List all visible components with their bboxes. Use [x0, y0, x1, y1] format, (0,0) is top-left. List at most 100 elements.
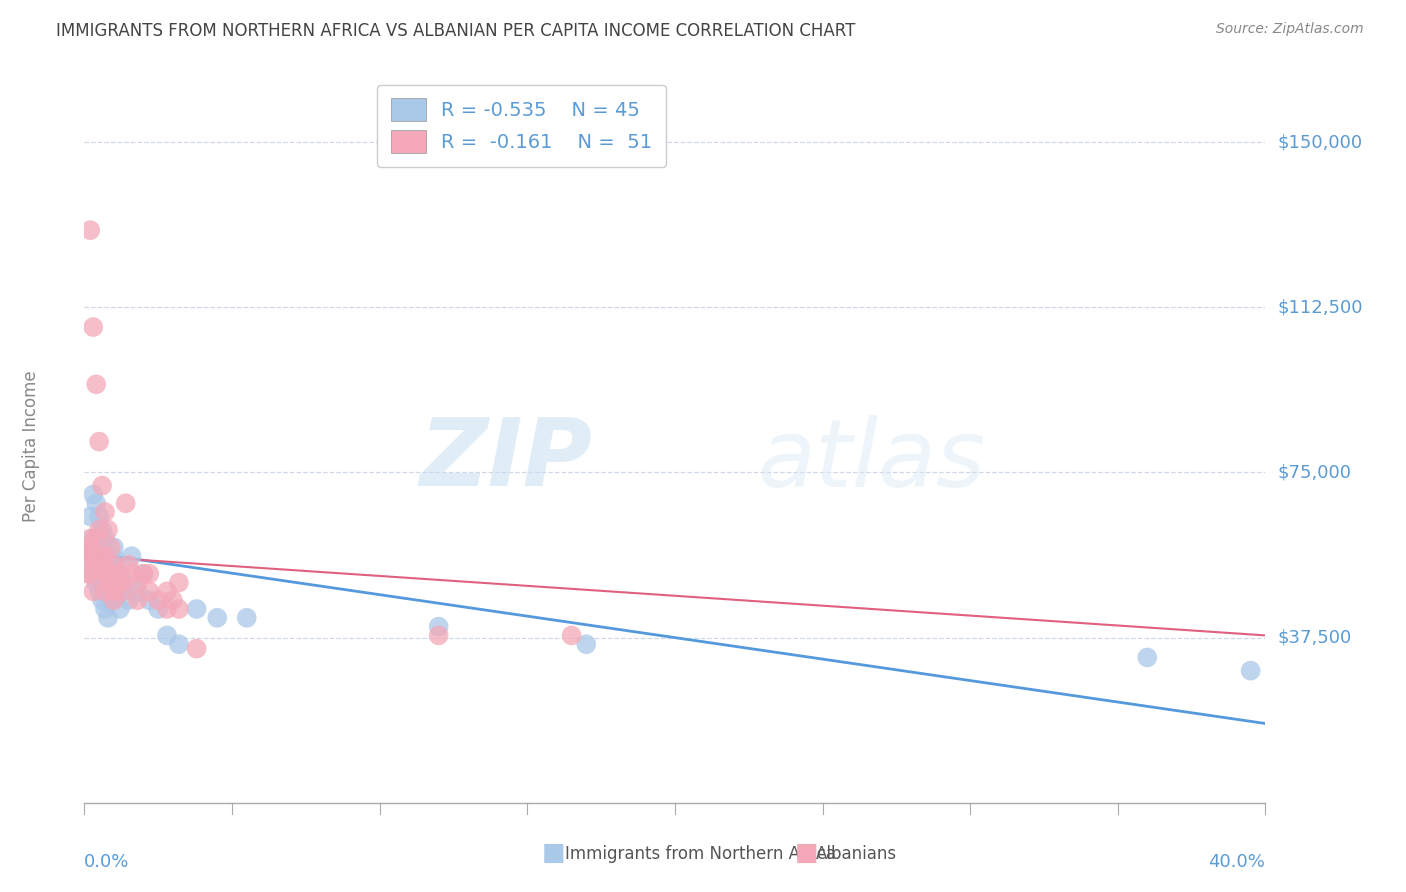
Point [94, 549, 117, 563]
Point [127, 593, 149, 607]
Point [156, 628, 179, 642]
Point [79, 553, 101, 567]
Point [100, 575, 122, 590]
Point [97, 523, 120, 537]
Point [103, 558, 125, 572]
Text: IMMIGRANTS FROM NORTHERN AFRICA VS ALBANIAN PER CAPITA INCOME CORRELATION CHART: IMMIGRANTS FROM NORTHERN AFRICA VS ALBAN… [56, 22, 856, 40]
Point [105, 589, 128, 603]
Point [167, 602, 190, 616]
Point [84, 496, 107, 510]
Point [167, 575, 190, 590]
Text: Albanians: Albanians [815, 846, 897, 863]
Point [94, 566, 117, 581]
Text: atlas: atlas [758, 415, 986, 506]
Point [82, 320, 104, 334]
Point [87, 509, 111, 524]
Point [114, 496, 136, 510]
Point [236, 611, 259, 625]
Text: $112,500: $112,500 [1277, 298, 1362, 317]
Point [148, 602, 170, 616]
Point [91, 523, 114, 537]
Point [84, 377, 107, 392]
Point [127, 575, 149, 590]
Point [87, 584, 111, 599]
Point [103, 593, 125, 607]
Point [427, 619, 450, 633]
Point [103, 575, 125, 590]
Point [84, 541, 107, 555]
Point [84, 532, 107, 546]
Point [91, 593, 114, 607]
Point [121, 566, 143, 581]
Point [103, 541, 125, 555]
Point [1240, 664, 1263, 678]
Point [76, 541, 98, 555]
Point [82, 532, 104, 546]
Point [97, 575, 120, 590]
Point [91, 558, 114, 572]
Point [79, 509, 101, 524]
Point [84, 575, 107, 590]
Text: ZIP: ZIP [419, 414, 592, 507]
Point [94, 532, 117, 546]
Point [118, 558, 141, 572]
Point [167, 637, 190, 651]
Point [156, 602, 179, 616]
Point [79, 532, 101, 546]
Point [156, 584, 179, 599]
Text: Source: ZipAtlas.com: Source: ZipAtlas.com [1216, 22, 1364, 37]
Point [100, 558, 122, 572]
Point [111, 575, 134, 590]
Point [79, 223, 101, 237]
Point [1136, 650, 1159, 665]
Point [207, 611, 229, 625]
Point [94, 505, 117, 519]
Point [97, 549, 120, 563]
Point [121, 549, 143, 563]
Point [94, 584, 117, 599]
Point [91, 566, 114, 581]
Point [111, 584, 134, 599]
Point [427, 628, 450, 642]
Text: Immigrants from Northern Africa: Immigrants from Northern Africa [565, 846, 837, 863]
Point [79, 566, 101, 581]
Point [97, 566, 120, 581]
Point [148, 593, 170, 607]
Point [82, 487, 104, 501]
Point [186, 641, 208, 656]
Point [162, 593, 184, 607]
Point [108, 575, 131, 590]
Point [82, 553, 104, 567]
Point [94, 602, 117, 616]
Point [105, 566, 128, 581]
Point [138, 584, 160, 599]
Point [87, 434, 111, 449]
Point [97, 584, 120, 599]
Point [91, 478, 114, 492]
Legend: R = -0.535    N = 45, R =  -0.161    N =  51: R = -0.535 N = 45, R = -0.161 N = 51 [377, 85, 666, 167]
Text: $75,000: $75,000 [1277, 464, 1351, 482]
Point [100, 593, 122, 607]
Point [84, 549, 107, 563]
Point [82, 584, 104, 599]
Point [76, 541, 98, 555]
Point [103, 584, 125, 599]
Point [87, 558, 111, 572]
Point [132, 566, 155, 581]
Point [87, 523, 111, 537]
Point [138, 593, 160, 607]
Point [561, 628, 583, 642]
Point [91, 558, 114, 572]
Point [87, 549, 111, 563]
Point [108, 566, 131, 581]
Text: $150,000: $150,000 [1277, 133, 1362, 151]
Point [127, 584, 149, 599]
Point [138, 566, 160, 581]
Point [79, 541, 101, 555]
Point [82, 566, 104, 581]
Point [108, 602, 131, 616]
Point [105, 553, 128, 567]
Text: Per Capita Income: Per Capita Income [22, 370, 41, 522]
Point [82, 549, 104, 563]
Point [118, 593, 141, 607]
